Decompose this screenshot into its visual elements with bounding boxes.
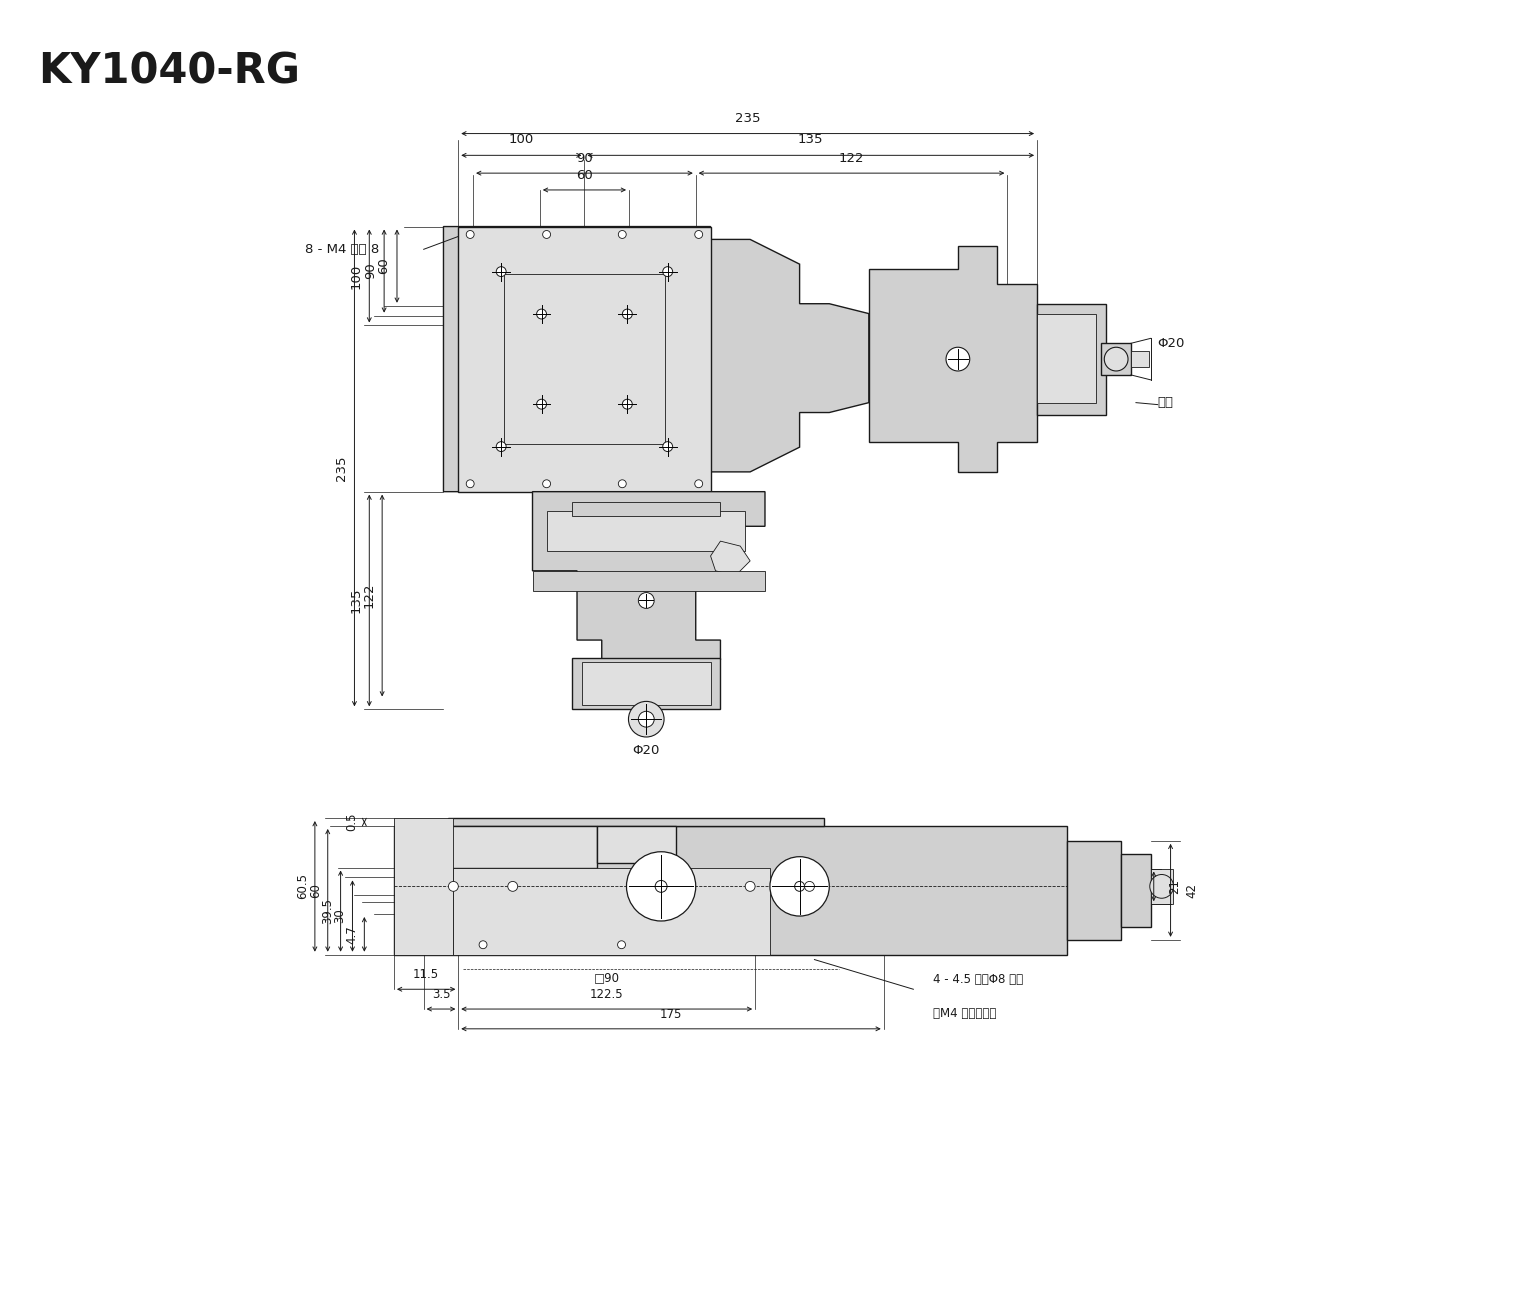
Circle shape [1149, 875, 1173, 898]
Text: KY1040-RG: KY1040-RG [38, 50, 301, 93]
Text: 60: 60 [377, 258, 391, 275]
Text: 60: 60 [308, 882, 322, 898]
Text: 135: 135 [798, 133, 824, 147]
Text: 175: 175 [659, 1007, 682, 1020]
Bar [1131, 351, 1149, 368]
Circle shape [623, 310, 632, 319]
Text: 4.7: 4.7 [345, 925, 359, 944]
Circle shape [618, 480, 626, 488]
Polygon shape [711, 541, 751, 575]
Text: 90: 90 [577, 152, 592, 165]
Circle shape [479, 940, 487, 948]
Circle shape [467, 480, 475, 488]
Circle shape [745, 881, 755, 891]
Circle shape [537, 310, 546, 319]
Text: 135: 135 [349, 588, 362, 613]
Circle shape [618, 231, 626, 239]
Circle shape [537, 399, 546, 409]
Bar [394, 826, 1067, 955]
Bar [572, 658, 720, 710]
Circle shape [662, 441, 673, 451]
Text: Φ20: Φ20 [633, 744, 659, 757]
Bar [548, 511, 745, 551]
Text: 3.5: 3.5 [432, 988, 450, 1001]
Text: 100: 100 [349, 263, 362, 289]
Text: 8 - M4 深度 8: 8 - M4 深度 8 [305, 243, 380, 255]
Circle shape [627, 851, 696, 921]
Bar [453, 868, 771, 955]
Bar [1038, 303, 1106, 414]
Text: 39.5: 39.5 [322, 898, 334, 924]
Text: 60: 60 [577, 169, 592, 182]
Text: （M4 用螺栓孔）: （M4 用螺栓孔） [932, 1007, 996, 1020]
Circle shape [771, 857, 829, 916]
Bar [581, 662, 711, 706]
Circle shape [508, 881, 517, 891]
Bar [504, 275, 665, 444]
Text: 30: 30 [334, 908, 346, 924]
Bar [394, 818, 453, 955]
Text: Φ20: Φ20 [1158, 337, 1186, 350]
Circle shape [496, 267, 507, 276]
Circle shape [662, 267, 673, 276]
Polygon shape [868, 246, 1038, 472]
Bar [597, 826, 676, 863]
Circle shape [467, 231, 475, 239]
Circle shape [638, 592, 655, 609]
Circle shape [694, 231, 702, 239]
Text: 旋钮: 旋钮 [1158, 396, 1173, 409]
Text: 122.5: 122.5 [591, 988, 624, 1001]
Polygon shape [444, 227, 868, 491]
Circle shape [655, 881, 667, 893]
Circle shape [618, 940, 626, 948]
Circle shape [623, 399, 632, 409]
Text: 90: 90 [365, 263, 377, 280]
Circle shape [1105, 347, 1128, 372]
Bar [1151, 868, 1172, 904]
Text: 100: 100 [508, 133, 534, 147]
Text: 122: 122 [362, 583, 375, 609]
Circle shape [795, 881, 804, 891]
Text: 42: 42 [1186, 882, 1198, 898]
Bar [1122, 854, 1151, 928]
Circle shape [496, 441, 507, 451]
Circle shape [543, 231, 551, 239]
Bar [533, 570, 765, 591]
Circle shape [804, 881, 815, 891]
Circle shape [694, 480, 702, 488]
Text: 21: 21 [1169, 878, 1181, 894]
Text: 60.5: 60.5 [296, 873, 308, 899]
Bar [458, 227, 711, 491]
Text: 235: 235 [334, 455, 348, 481]
Bar [572, 502, 720, 516]
Text: 4 - 4.5 通孔Φ8 沉孔: 4 - 4.5 通孔Φ8 沉孔 [932, 973, 1024, 986]
Bar [1102, 343, 1131, 375]
Text: □90: □90 [594, 971, 620, 984]
Text: 11.5: 11.5 [414, 969, 439, 982]
Bar [1038, 313, 1096, 402]
Bar [449, 826, 597, 868]
Circle shape [638, 711, 655, 728]
Text: 235: 235 [736, 112, 760, 125]
Circle shape [543, 480, 551, 488]
Text: 122: 122 [839, 152, 864, 165]
Circle shape [629, 702, 664, 737]
Circle shape [449, 881, 458, 891]
Bar [1067, 841, 1122, 940]
Text: 0.5: 0.5 [345, 813, 359, 831]
Polygon shape [533, 491, 765, 660]
Circle shape [946, 347, 969, 372]
Bar [449, 818, 824, 826]
